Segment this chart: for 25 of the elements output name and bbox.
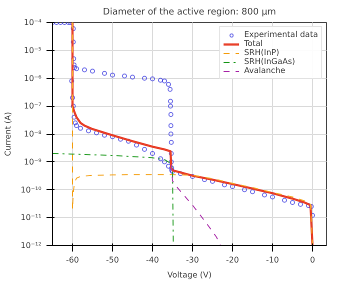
line-series bbox=[170, 164, 221, 246]
x-tick-label: -40 bbox=[146, 256, 160, 264]
x-tick-label: -10 bbox=[266, 256, 280, 264]
y-axis-title: Current (A) bbox=[4, 112, 13, 156]
y-tick-label: 10⁻⁸ bbox=[24, 130, 42, 138]
y-tick-label: 10⁻⁶ bbox=[24, 74, 42, 83]
legend-label: Experimental data bbox=[244, 30, 318, 39]
y-tick-label: 10⁻⁷ bbox=[24, 102, 42, 111]
x-tick-label: -60 bbox=[66, 256, 80, 264]
x-tick-label: -30 bbox=[186, 256, 200, 264]
legend-label: Total bbox=[244, 39, 264, 48]
x-axis-title: Voltage (V) bbox=[167, 270, 212, 280]
y-tick-label: 10⁻⁹ bbox=[24, 157, 42, 166]
x-tick-label: 0 bbox=[310, 256, 316, 264]
chart-title: Diameter of the active region: 800 μm bbox=[102, 8, 276, 18]
y-tick-label: 10⁻¹² bbox=[20, 241, 42, 250]
legend-label: SRH(InP) bbox=[244, 48, 280, 57]
legend-label: SRH(InGaAs) bbox=[244, 57, 296, 66]
legend-label: Avalanche bbox=[244, 66, 286, 75]
y-tick-label: 10⁻⁴ bbox=[24, 18, 42, 27]
y-tick-label: 10⁻¹¹ bbox=[20, 213, 42, 222]
x-tick-label: -20 bbox=[226, 256, 240, 264]
x-tick-label: -50 bbox=[106, 256, 120, 264]
y-tick-label: 10⁻⁵ bbox=[24, 46, 42, 55]
y-tick-label: 10⁻¹⁰ bbox=[20, 185, 42, 194]
